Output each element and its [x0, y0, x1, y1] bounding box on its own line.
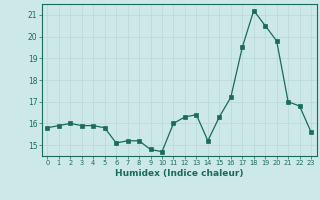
X-axis label: Humidex (Indice chaleur): Humidex (Indice chaleur)	[115, 169, 244, 178]
